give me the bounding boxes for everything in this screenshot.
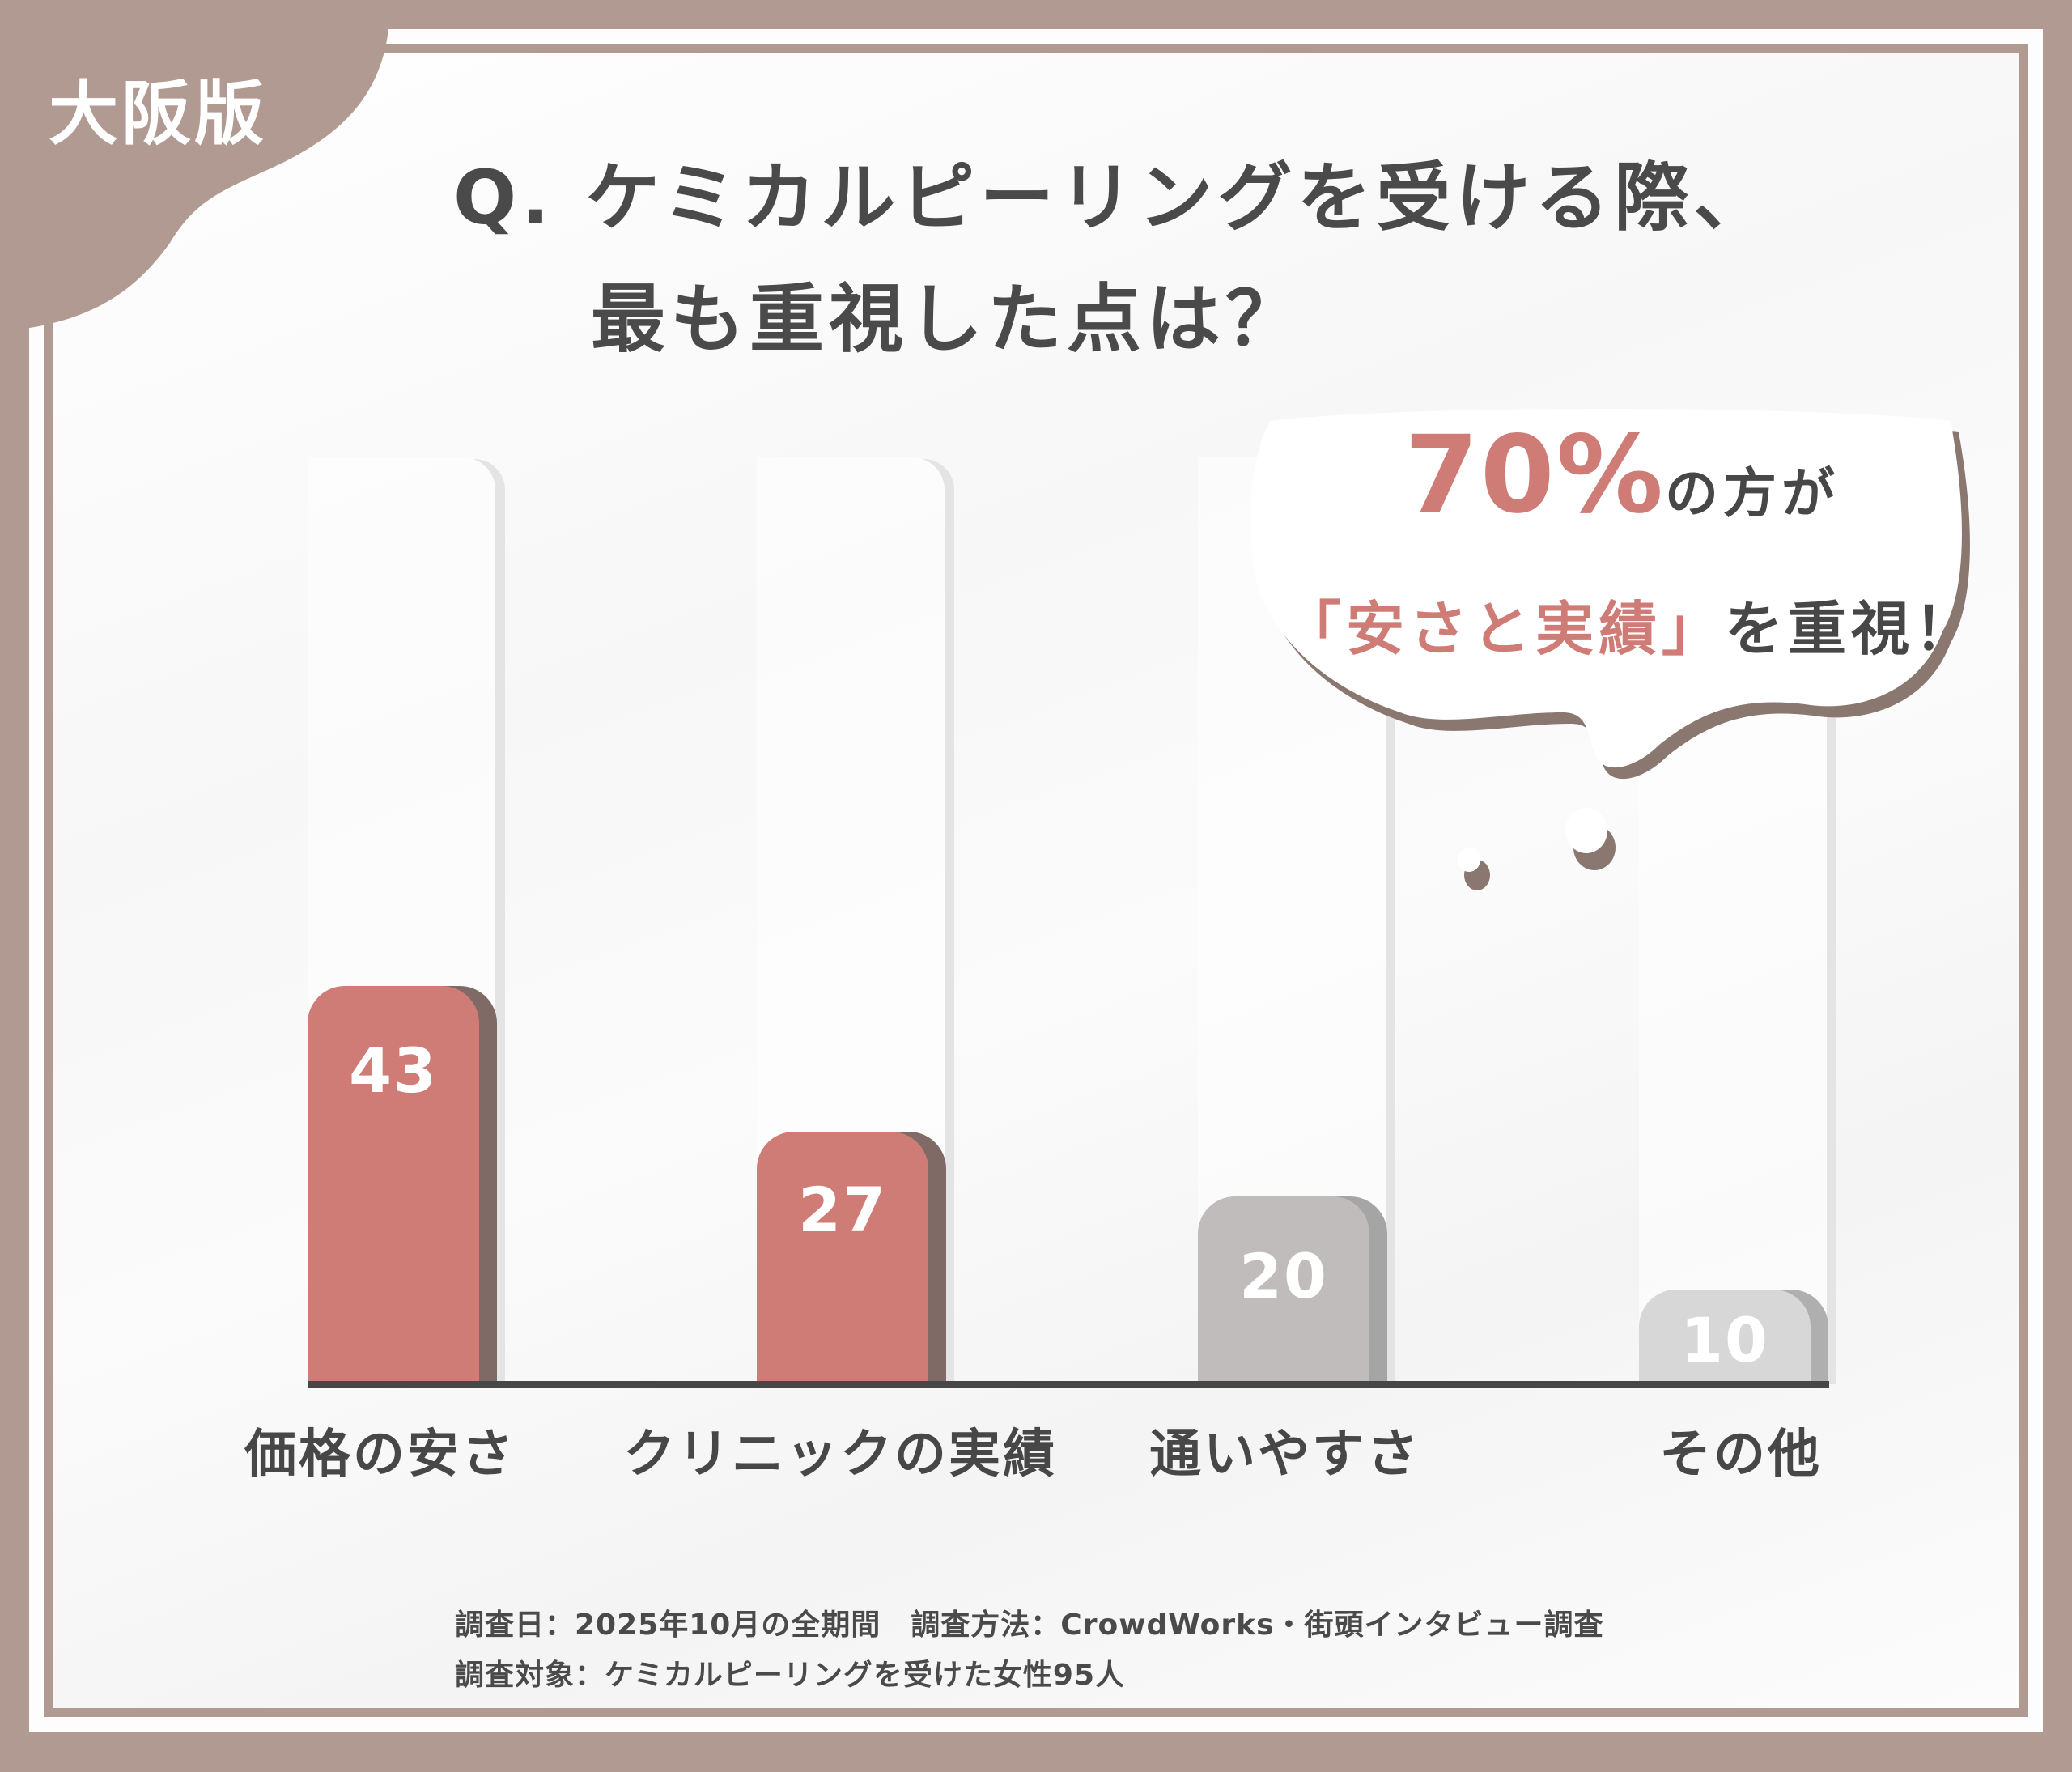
bar-other: 10 xyxy=(1639,1290,1811,1383)
callout-line-2-suffix: を重視！ xyxy=(1725,595,1978,663)
bar-accessibility: 20 xyxy=(1198,1196,1369,1383)
x-axis-baseline xyxy=(308,1381,1829,1388)
chart-title: Q. ケミカルピーリングを受ける際、 最も重視した点は？ xyxy=(453,138,1773,380)
callout-line-1-suffix: の方が xyxy=(1664,462,1840,525)
bar-price: 43 xyxy=(308,986,479,1383)
bar-value-label: 27 xyxy=(798,1174,887,1246)
x-label-other: その他 xyxy=(1659,1425,1822,1485)
bar-value-label: 43 xyxy=(349,1035,438,1107)
x-label-price: 価格の安さ xyxy=(244,1425,516,1485)
callout-line-2: 「安さと実績」を重視！ xyxy=(1283,581,1977,666)
title-line-2: 最も重視した点は？ xyxy=(591,276,1306,363)
callout-percent: 70% xyxy=(1404,413,1665,538)
survey-note-line-2: 調査対象：ケミカルピーリングを受けた女性95人 xyxy=(455,1659,1126,1692)
thought-bubble xyxy=(1250,409,1970,890)
survey-note-line-1: 調査日：2025年10月の全期間 調査方法：CrowdWorks・街頭インタビュ… xyxy=(455,1608,1604,1642)
callout-highlight: 「安さと実績」 xyxy=(1283,595,1726,663)
title-line-1: Q. ケミカルピーリングを受ける際、 xyxy=(453,155,1773,241)
bar-clinic-record: 27 xyxy=(757,1132,928,1383)
bar-value-label: 10 xyxy=(1680,1304,1769,1376)
region-badge: 大阪版 xyxy=(49,74,267,155)
callout-line-1: 70%の方が xyxy=(1404,413,1840,538)
x-label-clinic-record: クリニックの実績 xyxy=(623,1425,1057,1485)
corner-blob-decoration xyxy=(0,0,421,332)
x-label-accessibility: 通いやすさ xyxy=(1149,1425,1420,1485)
bar-value-label: 20 xyxy=(1239,1240,1328,1312)
